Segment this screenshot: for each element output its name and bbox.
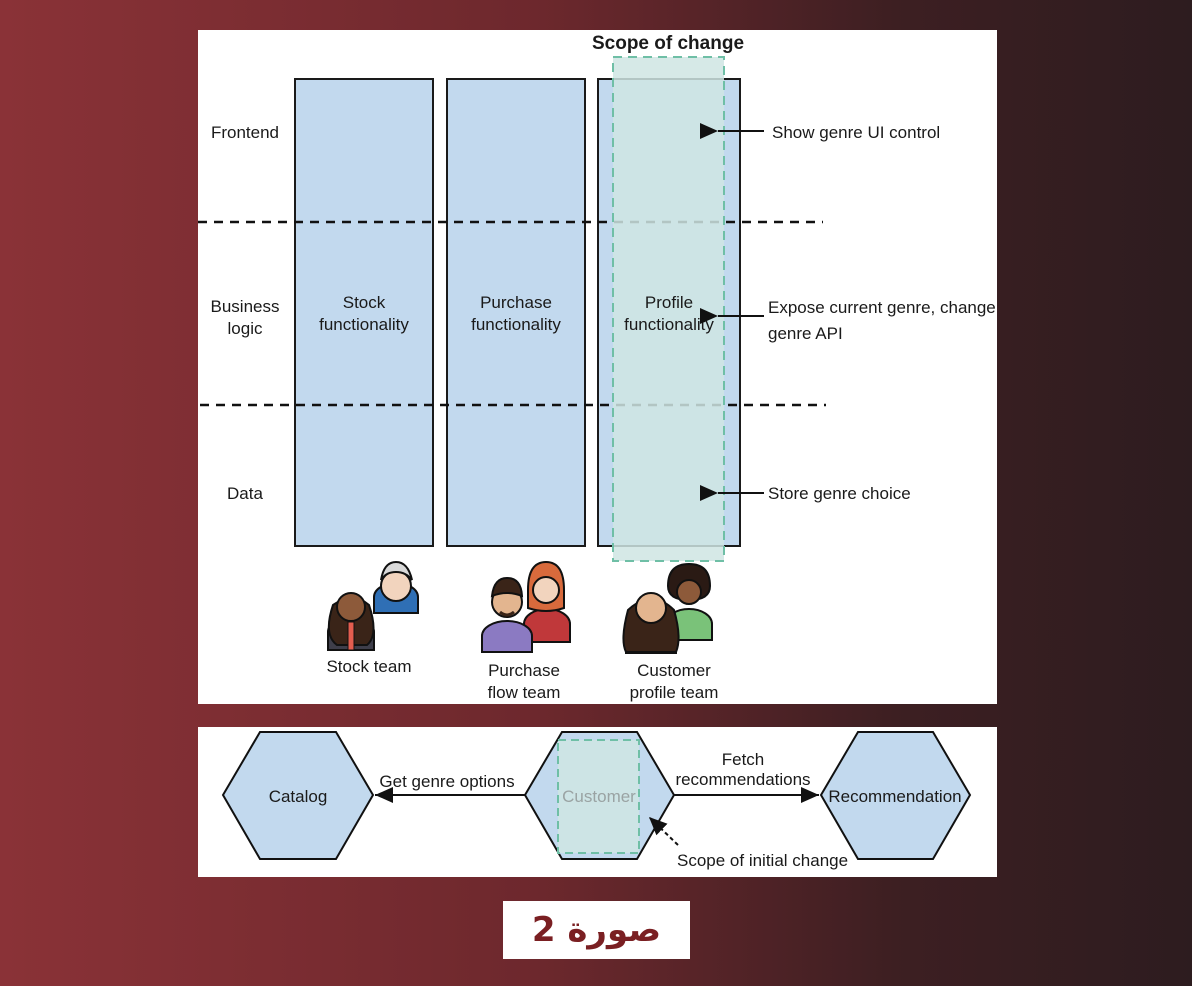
customer-node-label: Customer xyxy=(562,787,636,806)
stock-column xyxy=(294,78,434,547)
customer-team-label-line1: Customer xyxy=(637,661,711,680)
service-layers-svg: Scope of change Frontend Business logic … xyxy=(198,33,996,702)
service-interaction-diagram: Catalog Customer Recommendation Get genr… xyxy=(198,727,997,877)
catalog-node-label: Catalog xyxy=(269,787,328,806)
layer-label-business-line1: Business xyxy=(211,297,280,316)
purchase-column-label-line2: functionality xyxy=(471,315,561,334)
layer-label-data: Data xyxy=(227,484,263,503)
scope-note-label: Scope of initial change xyxy=(677,851,848,870)
purchase-team-avatar-icon xyxy=(481,560,571,653)
caption-box: صورة 2 xyxy=(503,901,690,959)
stock-column-label-line2: functionality xyxy=(319,315,409,334)
purchase-column-label-line1: Purchase xyxy=(480,293,552,312)
edge-left-label: Get genre options xyxy=(379,772,514,791)
layer-label-business-line2: logic xyxy=(228,319,263,338)
annotation-business-line2: genre API xyxy=(768,324,843,343)
service-layers-diagram: Scope of change Frontend Business logic … xyxy=(198,30,997,704)
caption-text: صورة 2 xyxy=(531,910,662,950)
scope-of-change-title: Scope of change xyxy=(592,33,744,54)
annotation-business-line1: Expose current genre, change xyxy=(768,298,996,317)
annotation-data: Store genre choice xyxy=(768,484,911,503)
annotation-frontend: Show genre UI control xyxy=(772,123,940,142)
edge-right-label-line1: Fetch xyxy=(722,750,765,769)
stock-team-avatar-icon xyxy=(327,560,419,651)
recommendation-node xyxy=(819,731,972,860)
purchase-column xyxy=(446,78,586,547)
initial-change-scope-box xyxy=(557,739,640,854)
profile-column-label-line2: functionality xyxy=(624,315,714,334)
recommendation-node-label: Recommendation xyxy=(828,787,961,806)
service-interaction-svg: Catalog Customer Recommendation Get genr… xyxy=(221,731,972,870)
edge-right-label-line2: recommendations xyxy=(675,770,810,789)
layer-label-frontend: Frontend xyxy=(211,123,279,142)
purchase-team-label-line2: flow team xyxy=(488,683,561,702)
stock-column-label-line1: Stock xyxy=(343,293,386,312)
purchase-team-label-line1: Purchase xyxy=(488,661,560,680)
customer-profile-team-avatar-icon xyxy=(622,562,713,654)
customer-team-label-line2: profile team xyxy=(630,683,719,702)
catalog-node xyxy=(221,731,375,860)
stock-team-label: Stock team xyxy=(326,657,411,676)
profile-column-label-line1: Profile xyxy=(645,293,693,312)
